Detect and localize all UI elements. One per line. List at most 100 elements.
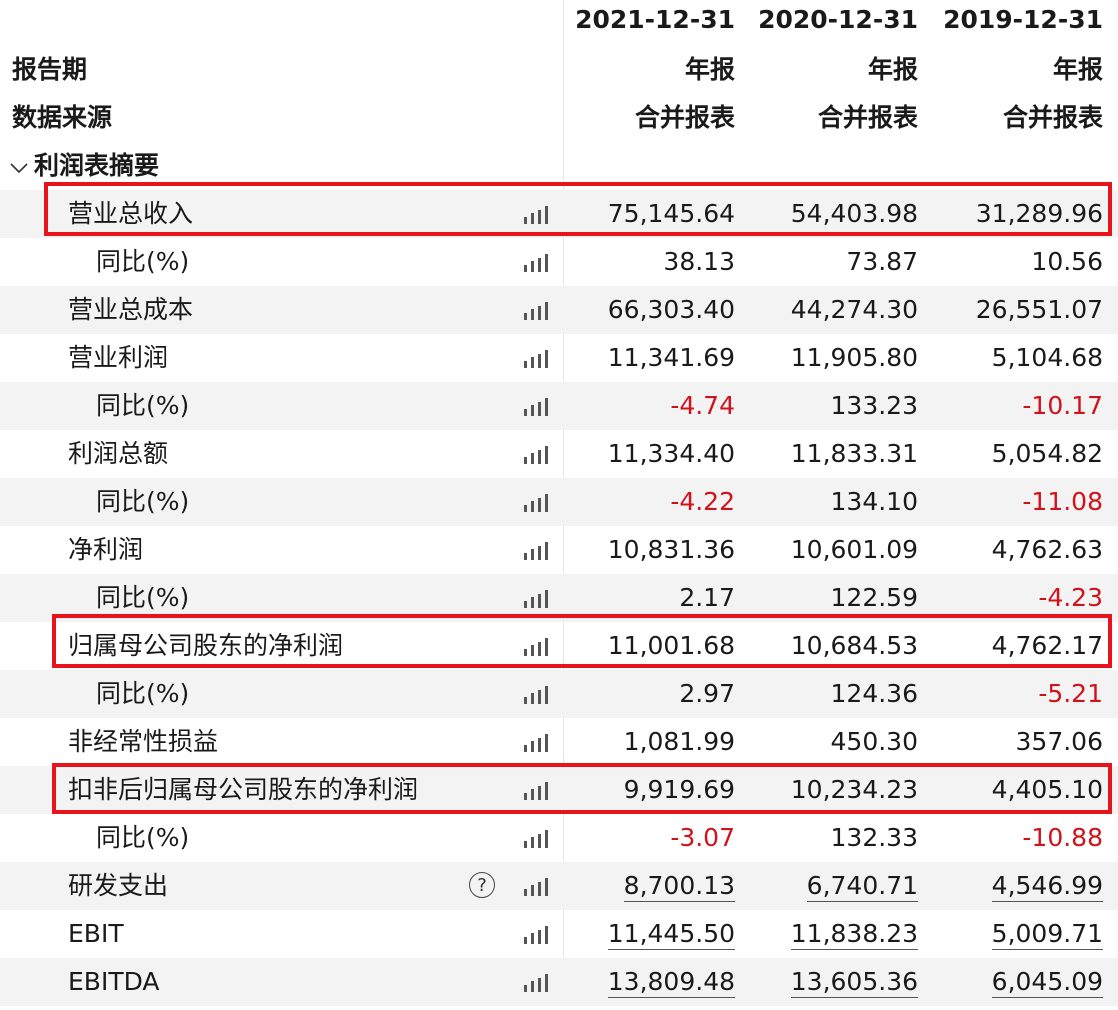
row-value: 38.13: [565, 238, 735, 286]
table-row[interactable]: 非经常性损益 1,081.99 450.30 357.06: [0, 718, 1118, 766]
row-value-text: 11,838.23: [790, 919, 918, 950]
row-value-text: 73.87: [846, 247, 918, 276]
row-value: 450.30: [750, 718, 918, 766]
table-row[interactable]: EBITDA 13,809.48 13,605.36 6,045.09: [0, 958, 1118, 1006]
row-value: 5,104.68: [935, 334, 1103, 382]
bar-chart-icon[interactable]: [522, 254, 548, 272]
row-value: 11,838.23: [750, 910, 918, 958]
row-value: 44,274.30: [750, 286, 918, 334]
table-row[interactable]: 净利润 10,831.36 10,601.09 4,762.63: [0, 526, 1118, 574]
row-value: 11,001.68: [565, 622, 735, 670]
row-value-text: -10.17: [1022, 391, 1103, 420]
row-value: 5,054.82: [935, 430, 1103, 478]
row-label: 同比(%): [96, 679, 190, 708]
row-value: -4.22: [565, 478, 735, 526]
date-col-1[interactable]: 2020-12-31: [758, 5, 918, 34]
row-label: 同比(%): [96, 391, 190, 420]
row-value-text: 10,234.23: [790, 775, 918, 804]
bar-chart-icon[interactable]: [522, 206, 548, 224]
row-value: 73.87: [750, 238, 918, 286]
help-icon[interactable]: ?: [469, 872, 495, 898]
row-value: 357.06: [935, 718, 1103, 766]
row-label: 同比(%): [96, 583, 190, 612]
row-value-text: 4,546.99: [991, 871, 1103, 902]
row-value: 10,684.53: [750, 622, 918, 670]
row-value: 75,145.64: [565, 190, 735, 238]
bar-chart-icon[interactable]: [522, 638, 548, 656]
row-value-text: 132.33: [830, 823, 918, 852]
bar-chart-icon[interactable]: [522, 302, 548, 320]
row-value: -3.07: [565, 814, 735, 862]
row-value-text: 26,551.07: [975, 295, 1103, 324]
row-value-text: -5.21: [1038, 679, 1103, 708]
table-row[interactable]: 营业总收入 75,145.64 54,403.98 31,289.96: [0, 190, 1118, 238]
row-value: 6,740.71: [750, 862, 918, 910]
row-value-text: 75,145.64: [607, 199, 735, 228]
row-value-text: 5,104.68: [991, 343, 1103, 372]
row-value-text: 13,605.36: [790, 967, 918, 998]
row-value-text: 2.17: [679, 583, 735, 612]
row-label: 同比(%): [96, 823, 190, 852]
row-value-text: 124.36: [830, 679, 918, 708]
row-value-text: 54,403.98: [790, 199, 918, 228]
row-value-text: 8,700.13: [623, 871, 735, 902]
table-row[interactable]: EBIT 11,445.50 11,838.23 5,009.71: [0, 910, 1118, 958]
table-row[interactable]: 同比(%) -4.22 134.10 -11.08: [0, 478, 1118, 526]
bar-chart-icon[interactable]: [522, 926, 548, 944]
row-value: 2.17: [565, 574, 735, 622]
row-value: 132.33: [750, 814, 918, 862]
header-dates-row: 2021-12-31 2020-12-31 2019-12-31: [0, 0, 1118, 46]
table-row[interactable]: 同比(%) 2.17 122.59 -4.23: [0, 574, 1118, 622]
row-value-text: 1,081.99: [623, 727, 735, 756]
bar-chart-icon[interactable]: [522, 878, 548, 896]
table-row[interactable]: 利润总额 11,334.40 11,833.31 5,054.82: [0, 430, 1118, 478]
date-col-0[interactable]: 2021-12-31: [575, 5, 735, 34]
row-value: -10.88: [935, 814, 1103, 862]
table-row[interactable]: 营业利润 11,341.69 11,905.80 5,104.68: [0, 334, 1118, 382]
row-value: 134.10: [750, 478, 918, 526]
row-value: 11,833.31: [750, 430, 918, 478]
bar-chart-icon[interactable]: [522, 494, 548, 512]
row-value-text: 10,601.09: [790, 535, 918, 564]
bar-chart-icon[interactable]: [522, 734, 548, 752]
row-value-text: 9,919.69: [623, 775, 735, 804]
row-value-text: -4.74: [670, 391, 735, 420]
table-row[interactable]: 同比(%) 2.97 124.36 -5.21: [0, 670, 1118, 718]
data-source-col-0: 合并报表: [634, 103, 735, 132]
table-row[interactable]: 营业总成本 66,303.40 44,274.30 26,551.07: [0, 286, 1118, 334]
bar-chart-icon[interactable]: [522, 542, 548, 560]
row-value-text: 11,334.40: [607, 439, 735, 468]
row-value-text: -11.08: [1022, 487, 1103, 516]
bar-chart-icon[interactable]: [522, 830, 548, 848]
row-value: 13,605.36: [750, 958, 918, 1006]
table-row[interactable]: 研发支出? 8,700.13 6,740.71 4,546.99: [0, 862, 1118, 910]
row-value: 54,403.98: [750, 190, 918, 238]
row-value: 11,445.50: [565, 910, 735, 958]
row-value-text: 4,762.63: [991, 535, 1103, 564]
bar-chart-icon[interactable]: [522, 350, 548, 368]
report-period-col-1: 年报: [867, 55, 918, 84]
row-value-text: 10,684.53: [790, 631, 918, 660]
bar-chart-icon[interactable]: [522, 686, 548, 704]
table-row[interactable]: 归属母公司股东的净利润 11,001.68 10,684.53 4,762.17: [0, 622, 1118, 670]
row-label: 非经常性损益: [68, 727, 219, 756]
row-label: 同比(%): [96, 247, 190, 276]
row-value: 5,009.71: [935, 910, 1103, 958]
bar-chart-icon[interactable]: [522, 398, 548, 416]
row-value-text: 4,405.10: [991, 775, 1103, 804]
section-title[interactable]: 利润表摘要: [0, 142, 570, 190]
table-row[interactable]: 同比(%) -3.07 132.33 -10.88: [0, 814, 1118, 862]
bar-chart-icon[interactable]: [522, 782, 548, 800]
section-header-row[interactable]: 利润表摘要: [0, 142, 1118, 190]
bar-chart-icon[interactable]: [522, 974, 548, 992]
chevron-down-icon[interactable]: [10, 144, 34, 192]
row-value: 10,234.23: [750, 766, 918, 814]
date-col-2[interactable]: 2019-12-31: [943, 5, 1103, 34]
table-row[interactable]: 扣非后归属母公司股东的净利润 9,919.69 10,234.23 4,405.10: [0, 766, 1118, 814]
table-row[interactable]: 同比(%) -4.74 133.23 -10.17: [0, 382, 1118, 430]
bar-chart-icon[interactable]: [522, 590, 548, 608]
table-row[interactable]: 同比(%) 38.13 73.87 10.56: [0, 238, 1118, 286]
bar-chart-icon[interactable]: [522, 446, 548, 464]
row-value: 4,762.63: [935, 526, 1103, 574]
